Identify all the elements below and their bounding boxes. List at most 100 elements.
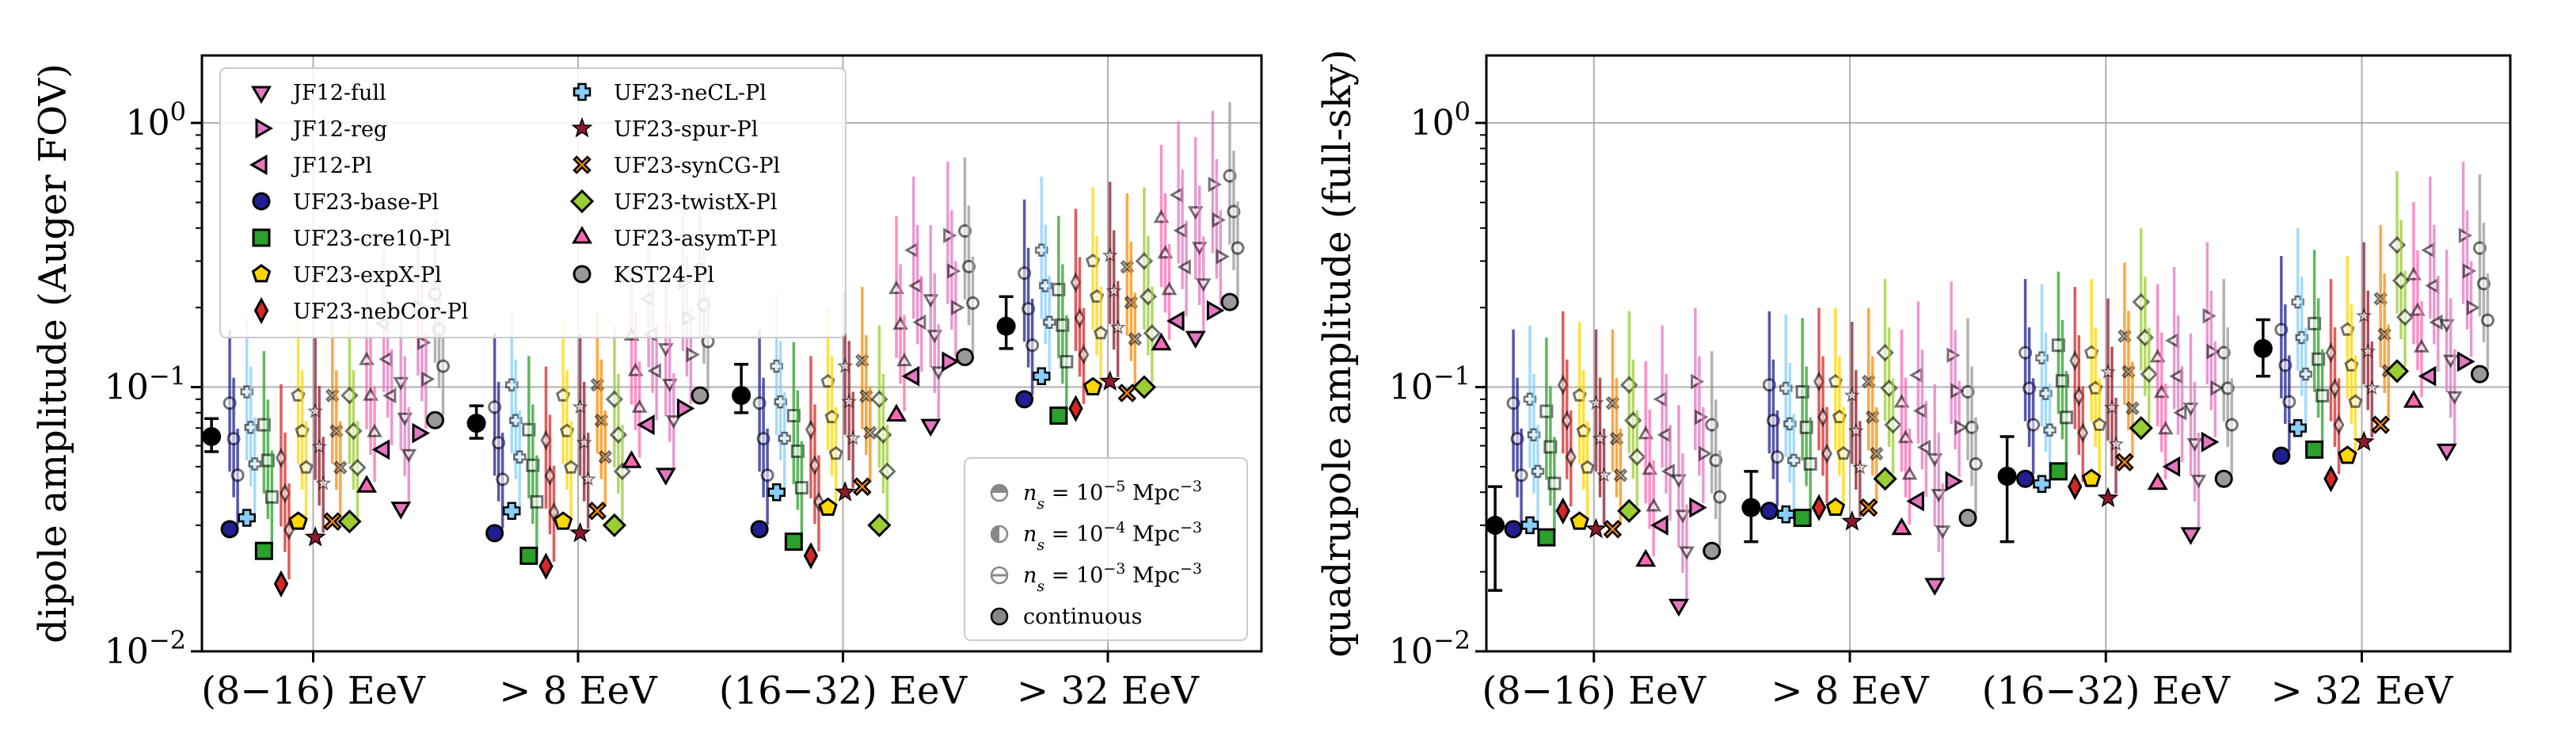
marker-uf23-asymt-pl-cat0-continuous-shape [1635,548,1657,567]
marker-jf12-pl-cat1-continuous [1906,490,1924,512]
marker-uf23-necl-pl-cat3-ns1 [1038,279,1052,292]
marker-jf12-full-cat1-ns2 [1935,525,1951,540]
marker-uf23-spur-pl-cat3-continuous [1099,370,1121,391]
marker-uf23-twistx-pl-cat3-continuous [1132,375,1157,399]
marker-jf12-reg-cat3-continuous-shape [1206,300,1225,321]
marker-uf23-twistx-pl-cat2-ns2-shape [878,462,896,481]
marker-uf23-cre10-pl-cat3-continuous [2305,440,2324,459]
legend-label-12: KST24-Pl [614,263,714,288]
marker-uf23-nebcor-pl-cat0-ns2-shape [1565,446,1577,468]
marker-uf23-necl-pl-cat1-ns2 [512,450,527,464]
marker-kst24-pl-cat1-continuous [1958,509,1977,528]
marker-uf23-twistx-pl-cat0-continuous-shape [337,509,362,534]
marker-uf23-asymt-pl-cat3-ns2 [2414,338,2430,353]
panel-2: 10−2 10−1 100 quadrupole amplitude (full-sk… [1315,49,2512,713]
marker-uf23-expx-pl-cat2-continuous-shape [818,497,838,516]
y-tick-label-1: 10−1 [1389,361,1471,408]
marker-jf12-reg-cat3-ns0 [2458,227,2473,243]
marker-uf23-base-pl-cat0-continuous [1504,520,1523,539]
marker-uf23-expx-pl-cat3-ns2-shape [2348,394,2363,408]
marker-uf23-syncg-pl-cat3-ns2 [1128,332,1143,346]
marker-uf23-spur-pl-cat1-continuous [1841,510,1863,531]
marker-uf23-syncg-pl-cat0-continuous [1603,520,1623,539]
density-legend-box [964,457,1248,641]
density-legend-marker-3-shape [990,607,1009,626]
marker-uf23-syncg-pl-cat2-ns2 [2125,401,2140,415]
density-legend-label-1: ns = 10−4 Mpc−3 [1023,519,1202,554]
marker-uf23-expx-pl-cat1-continuous-shape [1825,497,1846,516]
marker-jf12-pl-cat2-ns2 [2173,404,2187,421]
marker-uf23-necl-pl-cat1-ns0-shape [1779,381,1793,395]
marker-uf23-twistx-pl-cat3-ns2 [1143,324,1162,342]
marker-jf12-reg-cat3-ns2 [2466,300,2480,316]
marker-jf12-reg-cat2-ns0-shape [943,227,957,243]
plot-frame [200,54,1263,653]
marker-uf23-expx-pl-cat0-continuous [288,511,308,530]
marker-jf12-pl-cat0-ns2 [382,387,397,404]
marker-jf12-pl-cat1-continuous-shape [1906,490,1924,512]
marker-uf23-necl-pl-cat3-ns0-shape [2291,295,2304,309]
marker-uf23-expx-pl-cat2-ns2 [828,445,843,460]
marker-jf12-full-cat1-continuous-shape [1924,578,1946,596]
legend-marker-uf23-nebcor-pl-shape [253,296,269,325]
x-tick-label-1: > 8 EeV [1771,669,1930,713]
x-tick-label-2: (16−32) EeV [719,669,968,713]
marker-uf23-cre10-pl-cat0-continuous-shape [254,541,273,560]
x-tick-label-0: (8−16) EeV [1482,669,1707,713]
marker-uf23-expx-pl-cat3-continuous-shape [2338,445,2357,464]
legend-marker-uf23-syncg-pl-shape [573,155,592,174]
marker-uf23-syncg-pl-cat2-ns2 [863,426,877,440]
marker-jf12-pl-cat1-ns2 [647,363,661,379]
marker-uf23-necl-pl-cat2-ns1 [2039,387,2053,400]
marker-uf23-syncg-pl-cat3-continuous [1117,384,1137,403]
marker-uf23-expx-pl-cat3-ns2 [1093,325,1109,340]
marker-uf23-nebcor-pl-cat2-continuous [803,542,819,570]
marker-uf23-asymt-pl-cat3-ns2 [1161,281,1178,296]
legend-marker-uf23-syncg-pl [573,155,592,174]
marker-uf23-nebcor-pl-cat1-ns2 [548,502,560,523]
marker-jf12-full-cat3-ns2-shape [1195,278,1212,292]
marker-jf12-full-cat3-continuous [2436,443,2457,462]
legend-marker-uf23-cre10-pl-shape [252,228,271,247]
marker-uf23-twistx-pl-cat3-continuous [2384,359,2410,384]
marker-uf23-twistx-pl-cat1-continuous-shape [1873,467,1897,491]
marker-uf23-necl-pl-cat1-ns1 [508,414,523,427]
marker-uf23-expx-pl-cat1-ns2 [1836,445,1851,460]
marker-uf23-necl-pl-cat0-ns0-shape [240,385,253,399]
marker-jf12-reg-cat3-ns1-shape [2462,263,2477,279]
y-axis-title: quadrupole amplitude (full-sky) [1315,49,1360,658]
marker-uf23-necl-pl-cat0-ns2 [248,457,261,471]
marker-uf23-expx-pl-cat3-ns2-shape [1093,325,1109,340]
marker-jf12-full-cat3-continuous-shape [2436,443,2457,462]
marker-uf23-necl-pl-cat2-ns2 [778,431,791,445]
marker-jf12-pl-cat2-ns0 [2165,333,2179,349]
legend-label-5: UF23-expX-Pl [293,263,442,288]
marker-jf12-reg-cat3-ns2-shape [2466,300,2480,316]
legend-label-0: JF12-full [291,81,386,105]
legend-box [219,67,847,338]
marker-jf12-pl-cat1-continuous-shape [637,414,655,436]
marker-uf23-spur-pl-cat2-continuous [834,481,856,502]
marker-jf12-reg-cat2-ns1 [947,263,961,279]
marker-uf23-syncg-pl-cat3-ns2-shape [1128,332,1143,346]
marker-uf23-asymt-pl-cat2-ns2-shape [896,353,912,367]
data-point-cat3 [2253,338,2273,358]
legend-marker-uf23-necl-pl [573,82,592,101]
density-legend-marker-0-fill [991,485,1007,493]
marker-uf23-base-pl-cat1-continuous-shape [485,524,504,543]
marker-jf12-reg-cat1-ns0-shape [1946,347,1961,364]
marker-uf23-spur-pl-cat1-continuous-shape [1841,510,1863,531]
marker-uf23-twistx-pl-cat1-ns2-shape [1884,415,1902,434]
marker-uf23-base-pl-cat1-ns2-shape [496,472,510,487]
marker-uf23-necl-pl-cat1-continuous [502,502,521,521]
marker-jf12-full-cat0-continuous [390,502,412,520]
marker-uf23-nebcor-pl-cat3-continuous [2323,465,2338,493]
marker-uf23-expx-pl-cat3-continuous [2338,445,2357,464]
marker-jf12-pl-cat1-ns0-shape [1908,367,1923,384]
marker-uf23-necl-pl-cat2-ns1 [774,395,787,409]
marker-uf23-syncg-pl-cat0-ns2 [1613,468,1628,483]
marker-jf12-reg-cat1-ns1 [1950,383,1965,399]
marker-uf23-spur-pl-cat2-continuous-shape [2097,487,2119,508]
marker-jf12-pl-cat3-ns0 [1169,187,1183,203]
marker-uf23-necl-pl-cat1-ns2-shape [1786,453,1801,468]
